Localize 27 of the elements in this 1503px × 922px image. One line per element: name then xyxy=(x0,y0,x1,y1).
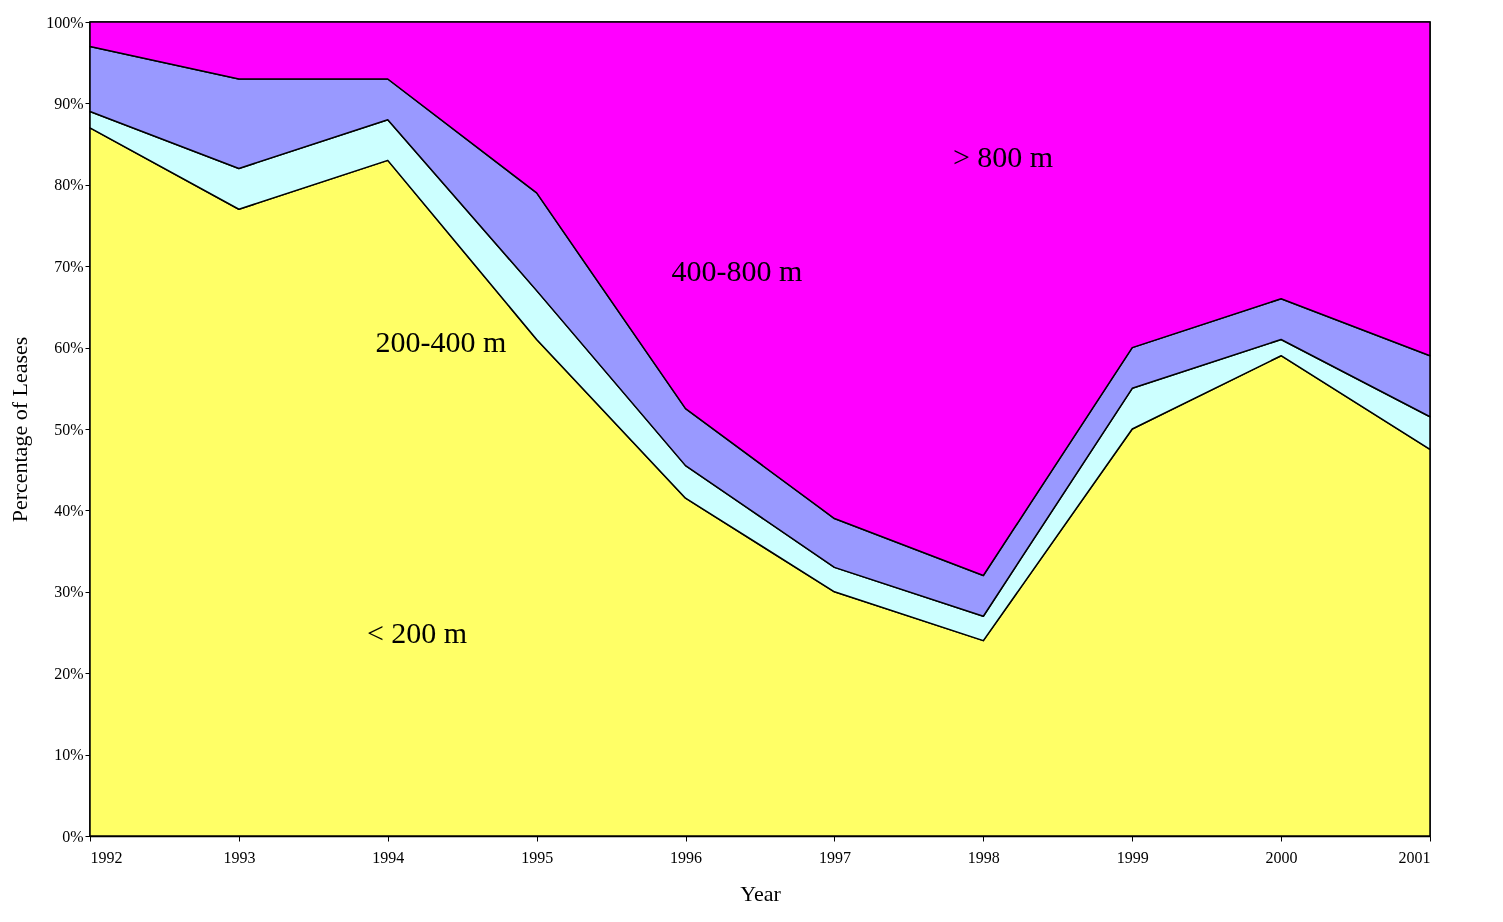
y-tick-label: 0% xyxy=(62,827,84,845)
x-tick-label: 1992 xyxy=(90,848,123,866)
y-tick-label: 30% xyxy=(54,583,84,601)
x-tick-label: 1999 xyxy=(1116,848,1149,866)
x-tick-label: 1994 xyxy=(372,848,405,866)
y-tick-label: 60% xyxy=(54,339,84,357)
x-tick-label: 1996 xyxy=(670,848,703,866)
y-tick-label: 90% xyxy=(54,94,84,112)
y-axis-title: Percentage of Leases xyxy=(7,336,33,523)
series-label: 200-400 m xyxy=(375,325,507,358)
x-tick-label: 1993 xyxy=(223,848,256,866)
series-label: 400-800 m xyxy=(671,254,803,287)
x-tick-label: 1998 xyxy=(967,848,1000,866)
series-label: < 200 m xyxy=(366,616,468,649)
y-tick-label: 70% xyxy=(54,257,84,275)
x-tick-label: 2001 xyxy=(1398,848,1431,866)
y-tick-label: 20% xyxy=(54,664,84,682)
series-label: > 800 m xyxy=(952,140,1054,173)
y-tick-label: 40% xyxy=(54,501,84,519)
y-tick-label: 100% xyxy=(46,13,84,31)
y-tick-label: 50% xyxy=(54,420,84,438)
x-axis-title: Year xyxy=(740,880,782,906)
x-tick-label: 2000 xyxy=(1265,848,1298,866)
x-tick-label: 1995 xyxy=(521,848,554,866)
y-tick-label: 10% xyxy=(54,746,84,764)
y-tick-label: 80% xyxy=(54,176,84,194)
x-tick-label: 1997 xyxy=(818,848,851,866)
